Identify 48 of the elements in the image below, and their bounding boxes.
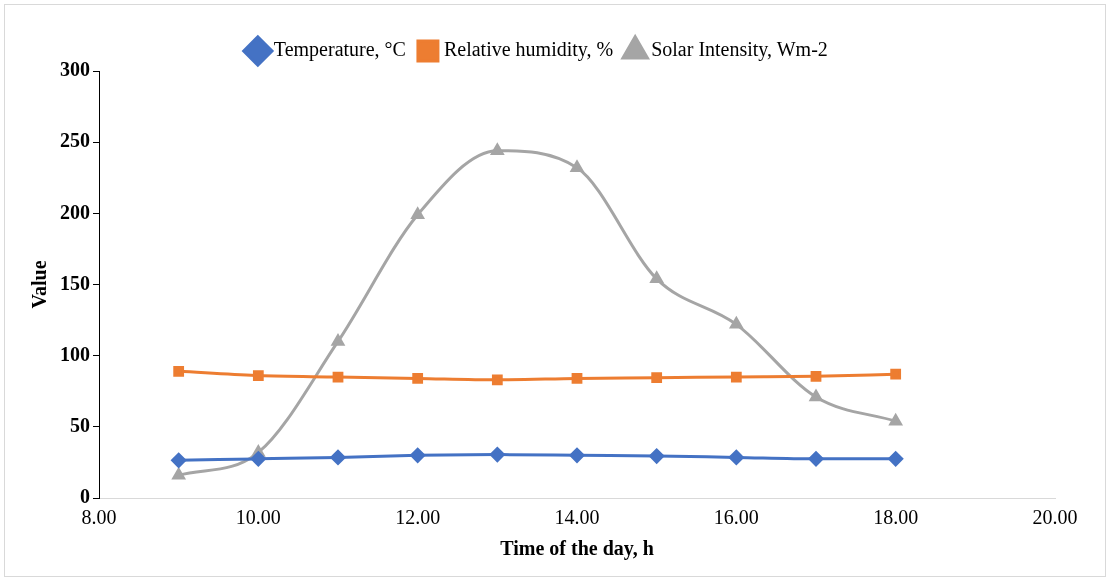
y-axis-title: Value [28,260,51,309]
y-tick-label: 150 [60,271,90,294]
point [730,317,743,329]
point [650,271,663,284]
x-tick-label: 20.00 [1032,506,1078,529]
point [809,389,823,402]
y-tick-label: 200 [60,200,90,223]
point [649,448,665,464]
point [571,373,583,384]
point [889,414,902,426]
point [810,370,822,382]
point [252,370,264,381]
point [410,447,426,463]
point [570,160,584,173]
y-tick-label: 50 [70,414,90,437]
x-tick-label: 14.00 [554,506,600,529]
x-tick-label: 18.00 [873,506,919,529]
legend-label: Solar Intensity, Wm-2 [651,38,828,62]
point [412,373,424,384]
point [173,365,185,377]
point [411,207,424,220]
x-tick-label: 8.00 [81,506,117,529]
x-axis-title: Time of the day, h [500,537,654,561]
x-tick-label: 12.00 [395,506,441,529]
y-tick-label: 100 [60,342,90,365]
point [171,452,187,468]
legend-label: Relative humidity, % [443,38,614,62]
point [651,372,663,384]
point [331,334,345,346]
y-tick-label: 250 [60,129,90,152]
legend-label: Temperature, °C [273,38,406,62]
point [491,143,504,155]
y-tick-label: 0 [80,485,90,508]
point [332,371,344,383]
point [808,451,824,467]
point [491,374,503,386]
point [890,368,902,380]
point [728,449,744,465]
x-tick-label: 10.00 [235,506,281,529]
x-tick-label: 16.00 [713,506,759,529]
point [489,447,505,463]
point [172,468,185,480]
y-tick-label: 300 [60,58,90,81]
point [730,371,742,383]
point [330,449,346,465]
point [250,451,266,467]
point [569,447,585,463]
point [888,451,904,467]
